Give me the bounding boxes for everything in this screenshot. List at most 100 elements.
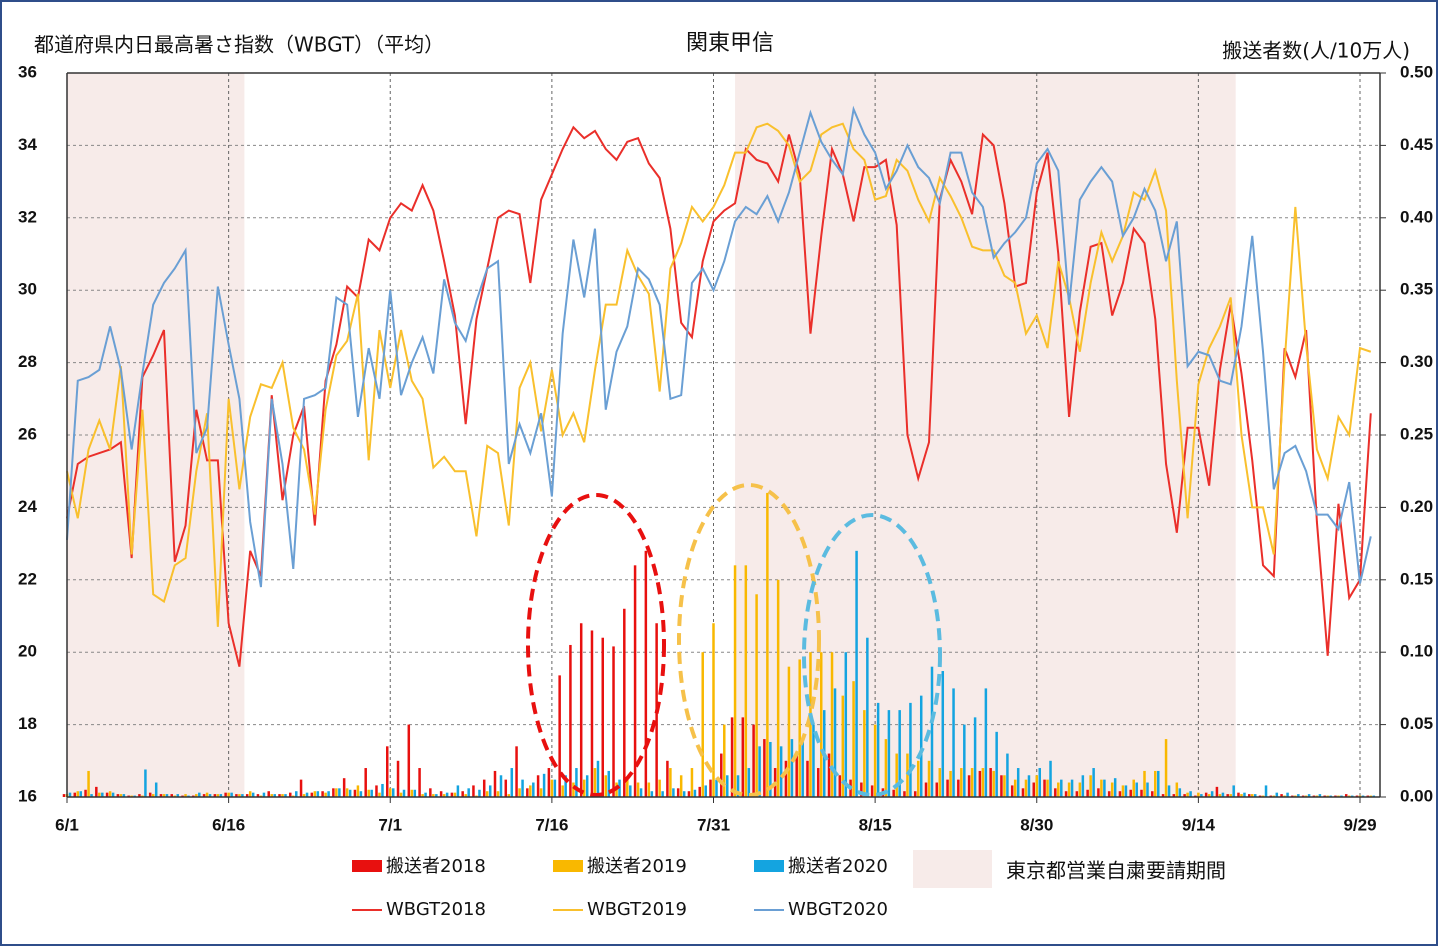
- bar: [723, 724, 726, 797]
- bar: [1197, 792, 1200, 797]
- bar: [949, 770, 952, 797]
- bar: [906, 753, 909, 797]
- bar: [116, 794, 120, 797]
- bar: [1121, 785, 1125, 797]
- bar: [198, 792, 201, 797]
- bar: [672, 788, 675, 797]
- bar: [547, 768, 551, 797]
- x-tick-label: 7/1: [378, 815, 402, 834]
- bar: [1218, 794, 1222, 797]
- highlight-ellipse: [677, 483, 821, 797]
- bar: [1237, 792, 1240, 797]
- bar: [119, 794, 123, 797]
- bar: [564, 775, 567, 797]
- bar: [1100, 779, 1103, 797]
- bar: [812, 724, 815, 797]
- bar: [787, 666, 791, 797]
- bar: [924, 782, 928, 797]
- bar: [658, 779, 661, 797]
- bar: [485, 791, 489, 797]
- bar: [338, 788, 341, 797]
- bar: [585, 775, 589, 797]
- y2-tick-label: 0.15: [1400, 569, 1433, 588]
- bar: [970, 768, 974, 797]
- bar: [693, 789, 697, 797]
- legend-swatch: [553, 860, 583, 872]
- bar: [439, 791, 443, 797]
- bar: [1024, 779, 1028, 797]
- bar: [356, 785, 360, 797]
- bar: [1086, 789, 1089, 797]
- bar: [820, 652, 823, 797]
- bar: [715, 779, 718, 797]
- bar: [1200, 794, 1203, 797]
- bar: [763, 739, 766, 797]
- bar: [353, 789, 357, 797]
- bar: [769, 741, 772, 797]
- bar: [1157, 770, 1160, 797]
- bar: [359, 791, 363, 797]
- y-tick-label: 20: [18, 642, 37, 661]
- bar: [407, 724, 411, 797]
- bar: [205, 792, 209, 797]
- bar: [122, 794, 126, 797]
- bar: [154, 782, 158, 797]
- bar: [833, 688, 837, 797]
- bar: [795, 753, 798, 797]
- y-tick-label: 26: [18, 424, 37, 443]
- bar: [1178, 788, 1182, 797]
- bar: [1229, 794, 1232, 797]
- bar: [1344, 794, 1348, 797]
- bar: [844, 652, 848, 797]
- bar: [375, 785, 378, 797]
- bar: [960, 768, 963, 797]
- bar: [295, 791, 298, 797]
- bar: [435, 794, 438, 797]
- bar: [1097, 788, 1100, 797]
- bar: [1189, 791, 1192, 797]
- bar: [1060, 779, 1063, 797]
- bar: [496, 791, 500, 797]
- bar: [542, 773, 546, 797]
- bar: [720, 753, 723, 797]
- bar: [1175, 782, 1179, 797]
- bar: [1297, 794, 1300, 797]
- bar: [1092, 768, 1095, 797]
- bar: [612, 646, 615, 797]
- bar: [766, 492, 769, 797]
- bar: [98, 792, 101, 797]
- bar: [1143, 770, 1146, 797]
- bar: [909, 702, 912, 797]
- y-tick-label: 22: [18, 569, 37, 588]
- bar: [1038, 768, 1041, 797]
- bar: [273, 794, 276, 797]
- bar: [776, 579, 780, 797]
- bar: [876, 702, 880, 797]
- y2-tick-label: 0.30: [1400, 352, 1433, 371]
- bar: [515, 746, 518, 797]
- bar: [855, 550, 858, 797]
- x-tick-label: 8/15: [859, 815, 892, 834]
- bar: [1118, 791, 1122, 797]
- y-tick-label: 34: [18, 135, 37, 154]
- bar: [256, 794, 260, 797]
- bar: [550, 779, 554, 797]
- bar: [151, 794, 155, 797]
- bar: [661, 791, 664, 797]
- y-tick-label: 30: [18, 280, 37, 299]
- bar: [392, 788, 395, 797]
- highlight-ellipse: [526, 493, 666, 797]
- bar: [238, 794, 241, 797]
- bar: [1280, 794, 1283, 797]
- bar: [817, 768, 820, 797]
- bar: [370, 789, 373, 797]
- bar: [1021, 788, 1025, 797]
- y-tick-label: 18: [18, 714, 37, 733]
- bar: [941, 671, 945, 797]
- bar: [1124, 785, 1128, 797]
- bar: [62, 794, 66, 797]
- shaded-period: [67, 73, 245, 797]
- bar: [1204, 792, 1208, 797]
- bar: [95, 786, 98, 797]
- bar: [461, 791, 464, 797]
